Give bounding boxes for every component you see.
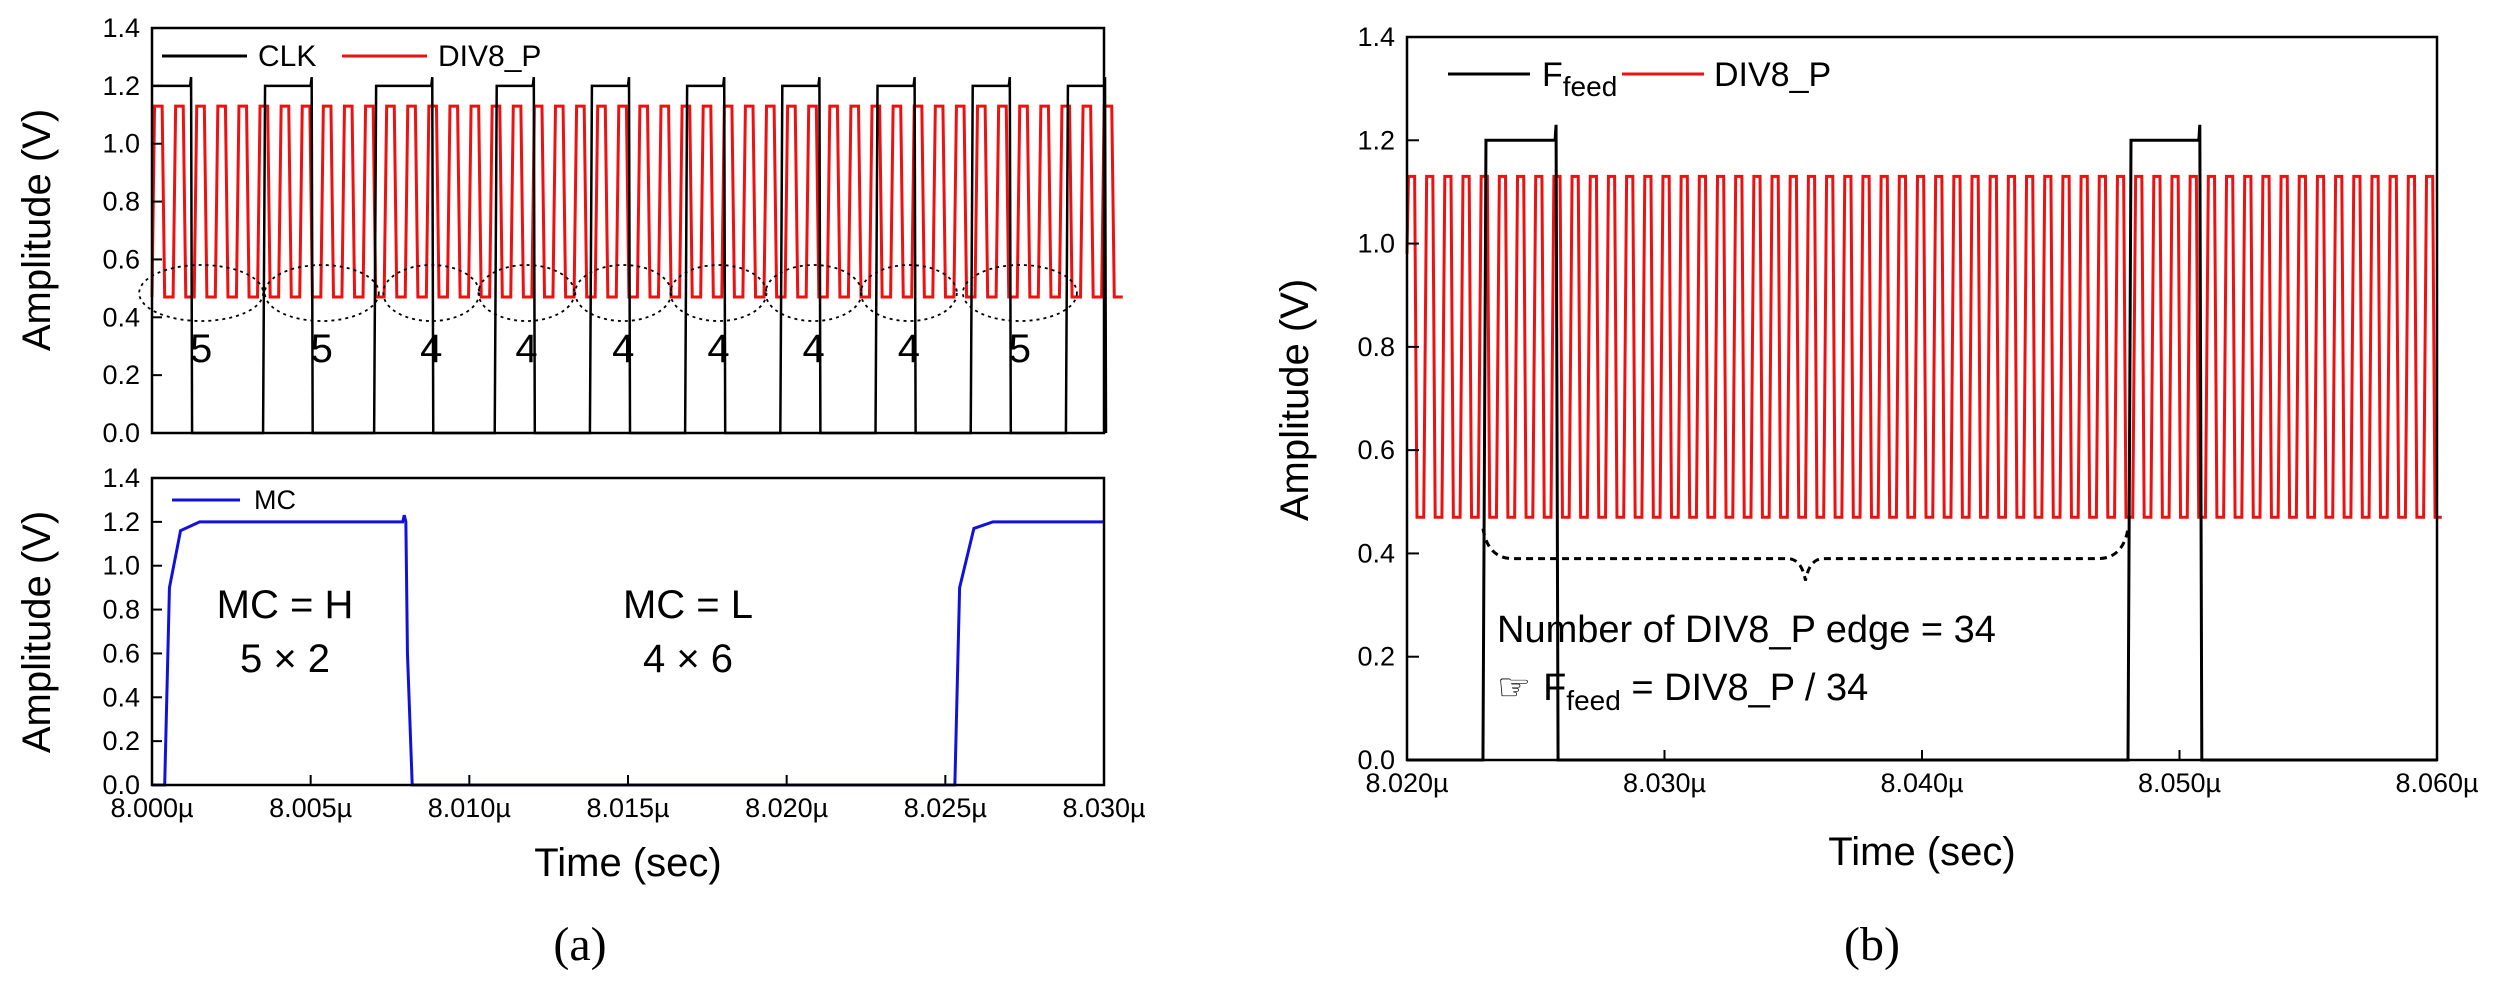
a-bottom-plot-data xyxy=(152,514,1104,787)
group-count-label: 5 xyxy=(190,327,212,371)
a-bottom-x-ticks: 8.000µ 8.005µ 8.010µ 8.015µ 8.020µ 8.025µ 8.03… xyxy=(110,775,1146,823)
mc-low-label: MC = L xyxy=(623,583,753,627)
legend-div8p-b-label: DIV8_P xyxy=(1714,56,1831,94)
a-top-frame xyxy=(150,26,1106,435)
group-count-label: 4 xyxy=(420,327,442,371)
a-bot-xtick-label: 8.010µ xyxy=(428,793,511,823)
mc-high-label: MC = H xyxy=(217,583,354,627)
a-top-ytick-label: 1.4 xyxy=(102,13,140,43)
a-top-plot-data xyxy=(150,77,1123,435)
group-count-label: 5 xyxy=(1009,327,1031,371)
a-bot-xtick-label: 8.005µ xyxy=(269,793,352,823)
a-top-ytick-label: 0.4 xyxy=(102,302,140,332)
a-bot-ytick-label: 1.4 xyxy=(102,463,140,493)
group-ellipse xyxy=(477,264,576,322)
b-x-ticks: 8.020µ 8.030µ 8.040µ 8.050µ 8.060µ xyxy=(1365,750,2479,798)
a-bot-xtick-label: 8.000µ xyxy=(110,793,193,823)
a-bot-ytick-label: 0.2 xyxy=(102,726,140,756)
a-bot-ytick-label: 1.2 xyxy=(102,507,140,537)
a-bot-ytick-label: 0.8 xyxy=(102,595,140,625)
b-ytick-label: 1.0 xyxy=(1357,229,1395,259)
b-ytick-label: 0.2 xyxy=(1357,642,1395,672)
a-bot-xtick-label: 8.020µ xyxy=(745,793,828,823)
a-bottom-x-axis-label: Time (sec) xyxy=(534,841,721,885)
group-count-label: 4 xyxy=(515,327,537,371)
b-ytick-label: 0.8 xyxy=(1357,332,1395,362)
panel-label-b: (b) xyxy=(1844,918,1900,971)
group-count-label: 5 xyxy=(311,327,333,371)
chart-a-top: 0.0 0.2 0.4 0.6 0.8 1.0 1.2 1.4 5 5 4 4 4 4 4 4 5 Ampli… xyxy=(15,13,1123,448)
group-count-label: 4 xyxy=(707,327,729,371)
chart-b: 0.00.20.40.60.81.01.21.4 8.020µ 8.030µ 8.0… xyxy=(1273,22,2479,874)
b-y-ticks: 0.0 0.2 0.4 0.6 0.8 1.0 1.2 1.4 xyxy=(1357,22,1419,775)
b-ytick-label: 0.4 xyxy=(1357,538,1395,568)
hand-pointer-icon: ☞ xyxy=(1497,667,1531,709)
b-ytick-label: 1.2 xyxy=(1357,125,1395,155)
group-ellipse xyxy=(859,264,958,322)
a-bot-ytick-label: 1.0 xyxy=(102,551,140,581)
b-plot-data xyxy=(1405,124,2442,762)
mc-high-count: 5 × 2 xyxy=(240,637,330,681)
a-top-ytick-label: 0.2 xyxy=(102,360,140,390)
a-bot-xtick-label: 8.015µ xyxy=(586,793,669,823)
b-xtick-label: 8.020µ xyxy=(1365,768,1448,798)
a-top-ytick-label: 1.0 xyxy=(102,129,140,159)
b-ytick-label: 0.6 xyxy=(1357,435,1395,465)
a-top-group-ellipses xyxy=(138,264,1078,322)
legend-div8p-label: DIV8_P xyxy=(438,40,541,73)
a-top-y-axis-label: Amplitude (V) xyxy=(15,109,59,351)
b-x-axis-label: Time (sec) xyxy=(1828,830,2015,874)
b-y-axis-label: Amplitude (V) xyxy=(1273,279,1317,521)
b-xtick-label: 8.040µ xyxy=(1880,768,1963,798)
series-div8p-a xyxy=(150,104,1123,299)
a-bot-ytick-label: 0.4 xyxy=(102,682,140,712)
b-ytick-label: 0.0 xyxy=(1357,745,1395,775)
group-ellipse xyxy=(962,264,1078,322)
edge-count-text: Number of DIV8_P edge = 34 xyxy=(1497,609,1996,651)
a-bot-ytick-label: 0.0 xyxy=(102,770,140,800)
group-ellipse xyxy=(138,264,265,322)
series-div8p-b xyxy=(1405,174,2442,519)
b-ytick-label: 1.4 xyxy=(1357,22,1395,52)
a-bot-xtick-label: 8.025µ xyxy=(904,793,987,823)
a-top-group-counts: 5 5 4 4 4 4 4 4 5 xyxy=(190,327,1031,371)
mc-low-count: 4 × 6 xyxy=(643,637,733,681)
chart-a-bottom: 0.00.20.40.60.81.01.21.4 8.000µ 8.005µ 8.0… xyxy=(15,463,1146,885)
a-bottom-legend: MC xyxy=(172,485,296,515)
b-xtick-label: 8.050µ xyxy=(2138,768,2221,798)
a-bottom-y-axis-label: Amplitude (V) xyxy=(15,511,59,753)
a-bot-xtick-label: 8.030µ xyxy=(1062,793,1145,823)
series-mc xyxy=(152,514,1104,787)
group-count-label: 4 xyxy=(898,327,920,371)
legend-mc-label: MC xyxy=(254,485,296,515)
edge-count-brace xyxy=(1481,528,2130,581)
b-legend: Ffeed DIV8_P xyxy=(1448,56,1831,102)
legend-clk-label: CLK xyxy=(258,40,316,73)
a-top-ytick-label: 0.8 xyxy=(102,187,140,217)
b-xtick-label: 8.030µ xyxy=(1623,768,1706,798)
b-xtick-label: 8.060µ xyxy=(2395,768,2478,798)
a-bot-ytick-label: 0.6 xyxy=(102,638,140,668)
group-count-label: 4 xyxy=(612,327,634,371)
a-top-ytick-label: 1.2 xyxy=(102,71,140,101)
a-top-y-ticks: 0.0 0.2 0.4 0.6 0.8 1.0 1.2 1.4 xyxy=(102,13,162,448)
a-top-ytick-label: 0.6 xyxy=(102,244,140,274)
a-bottom-frame xyxy=(150,476,1106,787)
legend-ffeed-label: Ffeed xyxy=(1542,56,1617,102)
a-bottom-y-ticks: 0.0 0.2 0.4 0.6 0.8 1.0 1.2 1.4 xyxy=(102,463,162,800)
a-top-ytick-label: 0.0 xyxy=(102,418,140,448)
group-count-label: 4 xyxy=(803,327,825,371)
ffeed-formula: ☞ Ffeed = DIV8_P / 34 xyxy=(1497,667,1868,716)
group-ellipse xyxy=(263,264,380,322)
panel-label-a: (a) xyxy=(553,918,606,971)
a-top-legend: CLK DIV8_P xyxy=(162,40,541,73)
